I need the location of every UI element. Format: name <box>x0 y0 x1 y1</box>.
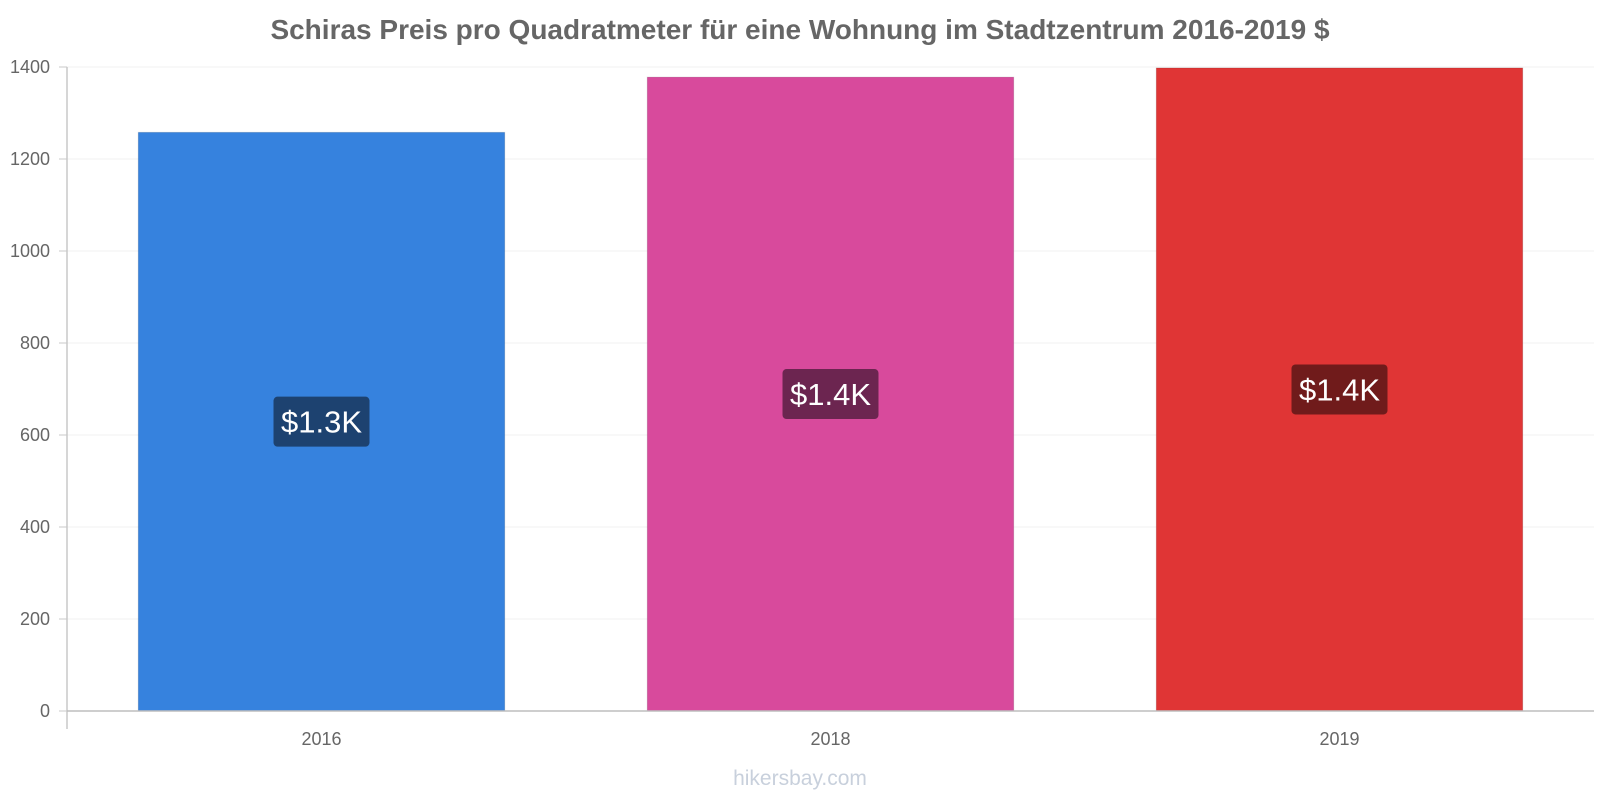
chart-title: Schiras Preis pro Quadratmeter für eine … <box>270 14 1330 45</box>
y-tick-label: 600 <box>20 425 50 445</box>
data-label: $1.4K <box>790 377 871 412</box>
x-tick-label: 2018 <box>810 729 850 749</box>
y-tick-label: 400 <box>20 517 50 537</box>
y-tick-label: 1000 <box>10 241 50 261</box>
y-tick-label: 0 <box>40 701 50 721</box>
data-label-box <box>273 396 370 447</box>
y-tick-label: 800 <box>20 333 50 353</box>
y-tick-label: 1400 <box>10 57 50 77</box>
y-tick-label: 1200 <box>10 149 50 169</box>
x-tick-label: 2016 <box>301 729 341 749</box>
data-labels: $1.3K $1.4K $1.4K <box>273 364 1388 447</box>
data-label: $1.4K <box>1299 372 1380 407</box>
x-tick-label: 2019 <box>1319 729 1359 749</box>
data-label: $1.3K <box>281 405 362 440</box>
axes: 0 200 400 600 800 1000 1200 1400 2016 2018 2019 <box>10 57 1594 749</box>
data-label-box <box>782 369 879 420</box>
data-label-box <box>1291 364 1388 415</box>
y-tick-label: 200 <box>20 609 50 629</box>
watermark: hikersbay.com <box>733 767 867 790</box>
